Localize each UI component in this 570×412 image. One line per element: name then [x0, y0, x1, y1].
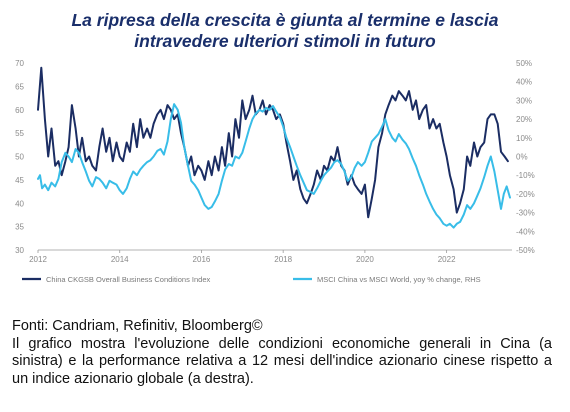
chart-title-line-2: intravedere ulteriori stimoli in futuro: [134, 31, 436, 51]
y-left-tick-label: 40: [15, 199, 24, 208]
x-tick-label: 2022: [438, 255, 456, 264]
chart-series-group: [37, 66, 511, 229]
y-left-tick-label: 60: [15, 106, 24, 115]
y-left-tick-label: 70: [15, 59, 24, 68]
line-chart: 30 35 40 45 50 55 60 65 70 -50% -40% -30% -20% -10% 0%…: [15, 59, 535, 284]
caption-description: Il grafico mostra l'evoluzione delle con…: [12, 335, 552, 387]
y-left-tick-label: 50: [15, 153, 24, 162]
y-right-tick-label: -50%: [516, 246, 535, 255]
chart-title: La ripresa della crescita è giunta al te…: [10, 10, 560, 52]
chart-legend: China CKGSB Overall Business Conditions …: [22, 275, 481, 284]
y-right-tick-label: 20%: [516, 115, 532, 124]
y-right-tick-label: -20%: [516, 190, 535, 199]
y-right-tick-label: 30%: [516, 96, 532, 105]
y-left-tick-label: 30: [15, 246, 24, 255]
legend-entry-msci-label: MSCI China vs MSCI World, yoy % change, …: [317, 275, 481, 284]
x-tick-label: 2018: [274, 255, 292, 264]
caption-source: Fonti: Candriam, Refinitiv, Bloomberg©: [12, 318, 263, 334]
y-left-tick-label: 55: [15, 129, 24, 138]
y-right-tick-label: -10%: [516, 171, 535, 180]
y-left-tick-label: 65: [15, 82, 24, 91]
chart-axes: 30 35 40 45 50 55 60 65 70 -50% -40% -30% -20% -10% 0%…: [15, 59, 535, 264]
series-line-ckgsb: [37, 66, 509, 219]
y-left-tick-label: 35: [15, 223, 24, 232]
y-right-tick-label: 50%: [516, 59, 532, 68]
y-right-tick-label: -40%: [516, 227, 535, 236]
y-left-tick-label: 45: [15, 176, 24, 185]
y-right-tick-label: 10%: [516, 134, 532, 143]
x-tick-label: 2020: [356, 255, 374, 264]
series-line-msci: [37, 103, 511, 229]
y-right-tick-label: 40%: [516, 78, 532, 87]
chart-title-line-1: La ripresa della crescita è giunta al te…: [71, 10, 499, 30]
x-tick-label: 2016: [193, 255, 211, 264]
x-tick-label: 2012: [29, 255, 47, 264]
legend-entry-ckgsb-label: China CKGSB Overall Business Conditions …: [46, 275, 210, 284]
y-right-tick-label: -30%: [516, 209, 535, 218]
x-tick-label: 2014: [111, 255, 129, 264]
chart-caption: Fonti: Candriam, Refinitiv, Bloomberg© I…: [12, 318, 552, 388]
y-right-tick-label: 0%: [516, 153, 528, 162]
